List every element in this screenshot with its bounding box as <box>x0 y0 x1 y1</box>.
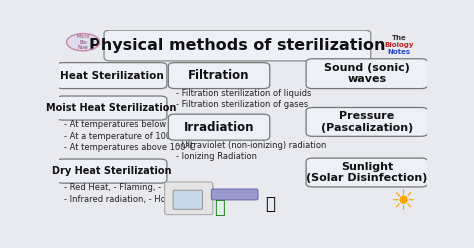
Text: - Filtration sterilization of liquids: - Filtration sterilization of liquids <box>176 89 311 98</box>
Text: Sunlight
(Solar Disinfection): Sunlight (Solar Disinfection) <box>306 162 428 183</box>
FancyBboxPatch shape <box>56 159 167 183</box>
Text: Micro
Bio
Now: Micro Bio Now <box>76 34 90 51</box>
Text: Irradiation: Irradiation <box>184 121 254 134</box>
Text: Heat Sterilization: Heat Sterilization <box>60 71 164 81</box>
Text: 🧫: 🧫 <box>265 195 275 214</box>
Text: Dry Heat Sterilization: Dry Heat Sterilization <box>52 166 171 176</box>
FancyBboxPatch shape <box>173 190 202 209</box>
Text: Moist Heat Sterilization: Moist Heat Sterilization <box>46 103 177 113</box>
FancyBboxPatch shape <box>164 182 213 215</box>
Text: ☀: ☀ <box>390 188 415 216</box>
Text: Physical methods of sterilization: Physical methods of sterilization <box>89 38 386 53</box>
FancyBboxPatch shape <box>306 107 428 136</box>
Text: - At temperatures below 100°C: - At temperatures below 100°C <box>64 120 194 129</box>
FancyBboxPatch shape <box>56 62 167 89</box>
Text: - Ionizing Radiation: - Ionizing Radiation <box>176 152 257 161</box>
Text: - At a temperature of 100°C: - At a temperature of 100°C <box>64 132 181 141</box>
Text: Notes: Notes <box>387 49 410 55</box>
Text: Pressure
(Pascalization): Pressure (Pascalization) <box>321 111 413 133</box>
Text: - Filtration sterilization of gases: - Filtration sterilization of gases <box>176 100 308 109</box>
FancyBboxPatch shape <box>168 114 270 140</box>
Text: 🔊: 🔊 <box>214 199 224 217</box>
FancyBboxPatch shape <box>168 62 270 89</box>
FancyBboxPatch shape <box>56 96 167 120</box>
Text: The: The <box>392 35 406 41</box>
Circle shape <box>66 33 100 51</box>
FancyBboxPatch shape <box>211 189 258 200</box>
FancyBboxPatch shape <box>306 158 428 187</box>
FancyBboxPatch shape <box>104 30 371 61</box>
Text: Filtration: Filtration <box>188 69 250 82</box>
Text: Biology: Biology <box>384 42 414 48</box>
Text: Sound (sonic)
waves: Sound (sonic) waves <box>324 63 410 85</box>
Text: - Infrared radiation, - Hot air oven: - Infrared radiation, - Hot air oven <box>64 195 206 204</box>
Text: - Red Heat, - Flaming, - Incineration: - Red Heat, - Flaming, - Incineration <box>64 183 214 192</box>
Text: - At temperatures above 100°C: - At temperatures above 100°C <box>64 143 195 153</box>
FancyBboxPatch shape <box>306 59 428 89</box>
Text: - Ultraviolet (non-ionizing) radiation: - Ultraviolet (non-ionizing) radiation <box>176 141 327 150</box>
